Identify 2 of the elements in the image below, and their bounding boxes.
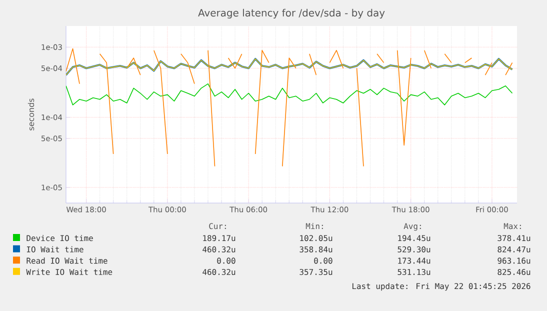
line-series xyxy=(66,83,513,106)
chart-title: Average latency for /dev/sda - by day xyxy=(198,8,385,19)
